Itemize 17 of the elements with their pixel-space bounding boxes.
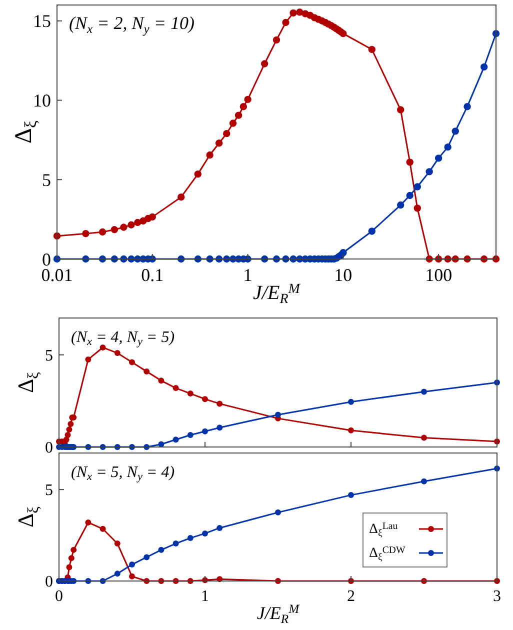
- x-tick-label: 2: [347, 588, 355, 605]
- y-tick-label: 5: [45, 347, 53, 364]
- annotation: (N$_{x}$ = 4, N$_{y}$ = 5): [71, 329, 175, 348]
- x-tick-label: 10: [334, 265, 352, 285]
- x-tick-label: 1: [243, 265, 252, 285]
- y-tick-label: 0: [45, 574, 53, 591]
- annotation: (N$_{x}$ = 5, N$_{y}$ = 4): [71, 464, 175, 484]
- y-tick-label: 5: [42, 170, 51, 190]
- x-tick-label: 100: [425, 265, 452, 285]
- x-tick-label: 1: [201, 588, 209, 605]
- y-tick-label: 0: [45, 440, 53, 457]
- y-tick-label: 10: [33, 90, 51, 111]
- y-tick-label: 15: [33, 11, 51, 32]
- y-tick-label: 5: [45, 482, 53, 500]
- x-tick-label: 0.1: [141, 265, 164, 285]
- annotation: (N$_{x}$ = 2, N$_{y}$ = 10): [69, 13, 194, 36]
- x-tick-label: 3: [493, 588, 501, 605]
